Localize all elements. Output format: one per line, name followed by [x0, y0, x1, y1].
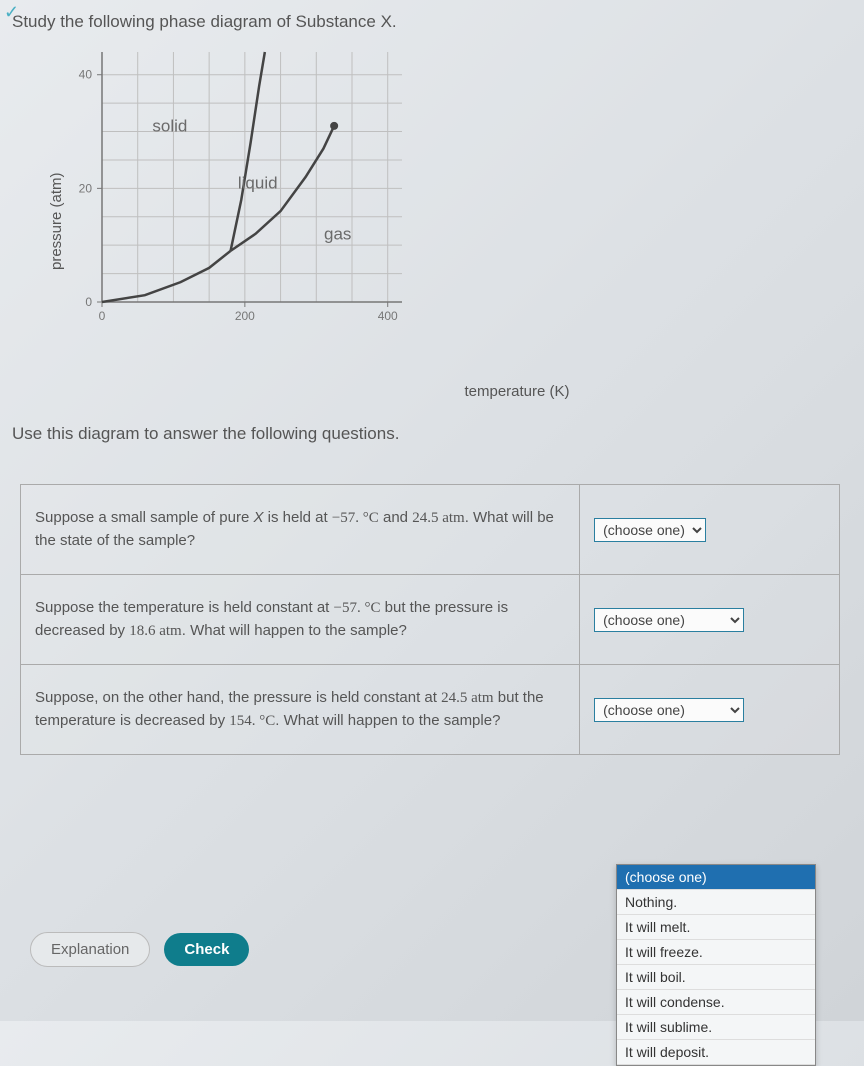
- question-1: Suppose a small sample of pure X is held…: [21, 485, 580, 575]
- answer-cell-3: (choose one): [580, 665, 840, 755]
- answer-select-2[interactable]: (choose one): [594, 608, 744, 632]
- dropdown-option[interactable]: It will boil.: [617, 965, 815, 990]
- explanation-button[interactable]: Explanation: [30, 932, 150, 967]
- phase-diagram-svg: 0 200 400 0 20 40 solid liquid gas: [52, 42, 452, 372]
- dropdown-option[interactable]: It will condense.: [617, 990, 815, 1015]
- check-button[interactable]: Check: [164, 933, 249, 966]
- svg-text:20: 20: [79, 181, 93, 195]
- answer-cell-2: (choose one): [580, 575, 840, 665]
- question-table: Suppose a small sample of pure X is held…: [20, 484, 840, 755]
- answer-select-1[interactable]: (choose one): [594, 518, 706, 542]
- dropdown-option[interactable]: It will deposit.: [617, 1040, 815, 1065]
- svg-text:liquid: liquid: [238, 173, 278, 192]
- answer-cell-1: (choose one): [580, 485, 840, 575]
- question-3: Suppose, on the other hand, the pressure…: [21, 665, 580, 755]
- svg-text:0: 0: [85, 295, 92, 309]
- svg-text:400: 400: [378, 309, 398, 323]
- table-row: Suppose a small sample of pure X is held…: [21, 485, 840, 575]
- dropdown-option[interactable]: It will melt.: [617, 915, 815, 940]
- answer-select-3[interactable]: (choose one): [594, 698, 744, 722]
- question-2: Suppose the temperature is held constant…: [21, 575, 580, 665]
- x-axis-label: temperature (K): [182, 383, 852, 400]
- svg-text:200: 200: [235, 309, 255, 323]
- table-row: Suppose the temperature is held constant…: [21, 575, 840, 665]
- table-row: Suppose, on the other hand, the pressure…: [21, 665, 840, 755]
- dropdown-option[interactable]: It will freeze.: [617, 940, 815, 965]
- y-axis-label: pressure (atm): [48, 172, 65, 270]
- svg-text:0: 0: [99, 309, 106, 323]
- dropdown-menu[interactable]: (choose one)Nothing.It will melt.It will…: [616, 864, 816, 1066]
- svg-text:solid: solid: [152, 117, 187, 136]
- subprompt: Use this diagram to answer the following…: [12, 424, 852, 444]
- dropdown-option[interactable]: Nothing.: [617, 890, 815, 915]
- dropdown-option[interactable]: It will sublime.: [617, 1015, 815, 1040]
- checkmark-icon: ✓: [4, 2, 19, 23]
- svg-text:gas: gas: [324, 225, 351, 244]
- svg-text:40: 40: [79, 68, 93, 82]
- dropdown-option[interactable]: (choose one): [617, 865, 815, 890]
- heading: Study the following phase diagram of Sub…: [12, 12, 852, 32]
- phase-diagram: pressure (atm) 020040002040solidliquidga…: [52, 42, 852, 400]
